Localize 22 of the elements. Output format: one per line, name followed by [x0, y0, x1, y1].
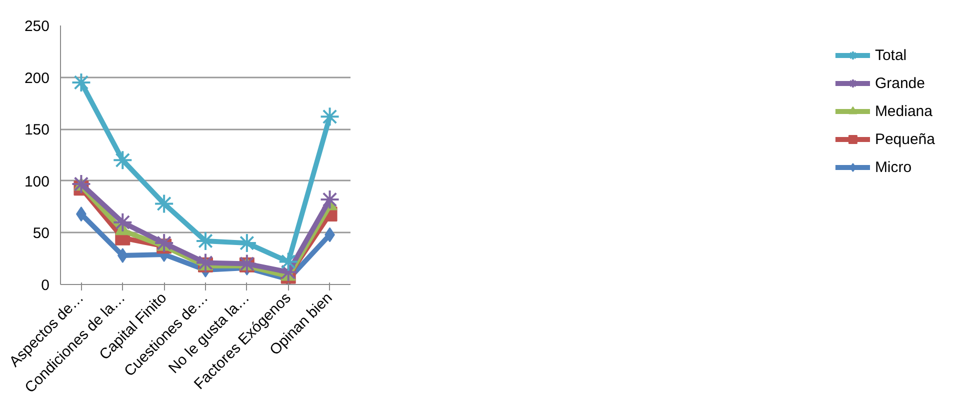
point [278, 252, 298, 272]
point [278, 262, 298, 282]
point [71, 174, 92, 194]
point [320, 190, 340, 210]
legend-label: Mediana [874, 102, 932, 120]
point [112, 150, 133, 170]
point [154, 194, 174, 214]
point [112, 212, 133, 232]
legend-label: Total [874, 46, 907, 64]
legend-label: Grande [874, 74, 925, 92]
legend-label: Pequeña [874, 130, 935, 148]
y-tick-label: 150 [24, 122, 50, 139]
y-tick-label: 200 [24, 70, 50, 87]
y-tick-label: 100 [24, 173, 50, 190]
point [320, 106, 340, 127]
y-tick-label: 50 [32, 225, 50, 242]
point [71, 72, 92, 92]
point [154, 233, 174, 254]
legend-label: Micro [874, 158, 912, 176]
y-tick-label: 250 [24, 18, 50, 35]
y-tick-label: 0 [41, 277, 50, 294]
point [117, 248, 128, 263]
